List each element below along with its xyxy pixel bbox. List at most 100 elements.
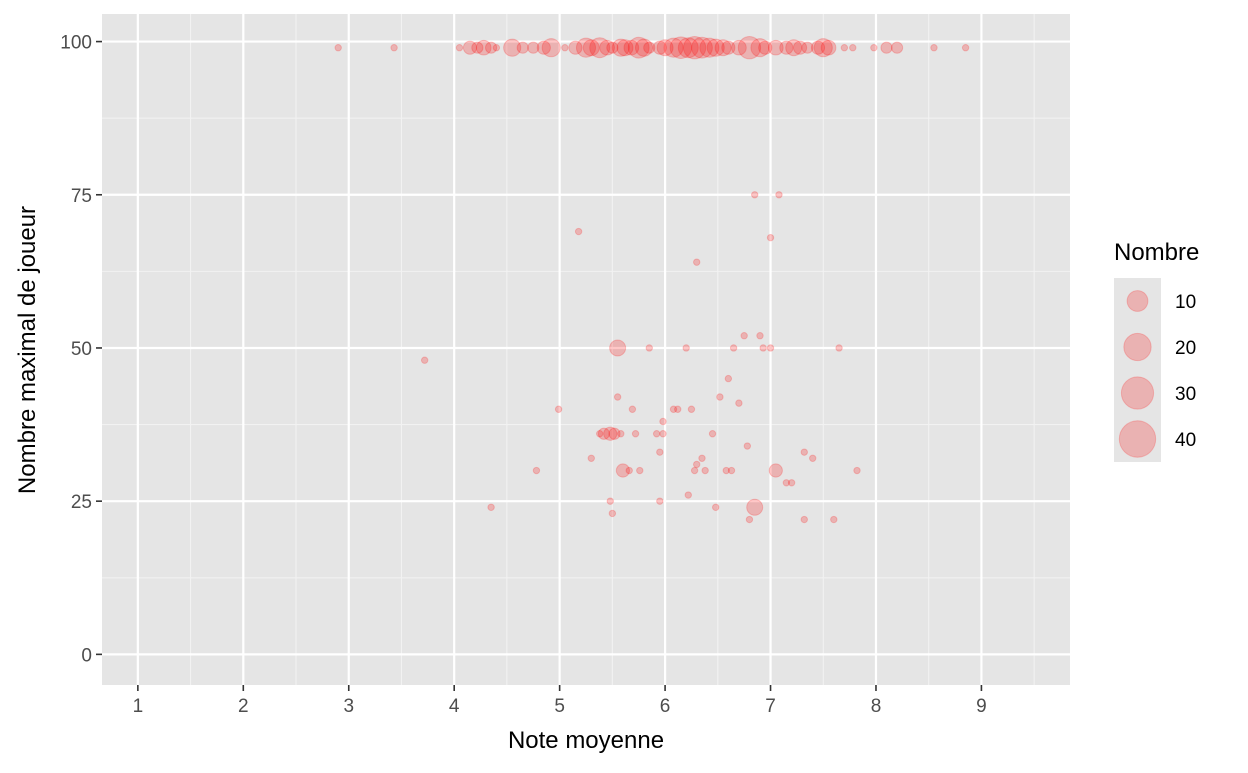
y-tick-label: 50 <box>71 339 92 360</box>
data-point <box>532 466 541 475</box>
data-point <box>541 38 561 58</box>
data-point <box>743 442 752 450</box>
data-point <box>334 44 342 52</box>
data-point <box>701 466 709 475</box>
legend-key-circle <box>1126 290 1149 312</box>
x-tick-label: 5 <box>554 696 565 717</box>
data-point <box>693 460 701 469</box>
data-point <box>656 448 664 456</box>
data-point <box>766 233 775 242</box>
data-point <box>768 463 783 478</box>
data-point <box>693 258 701 266</box>
data-point <box>652 430 661 438</box>
major-gridlines <box>102 14 1070 685</box>
data-point <box>810 40 826 55</box>
data-point <box>687 405 696 413</box>
data-point <box>800 448 808 456</box>
data-point <box>596 430 604 438</box>
data-point <box>890 41 904 54</box>
data-point <box>589 37 611 59</box>
data-point <box>516 41 529 54</box>
data-point <box>663 37 684 58</box>
data-point <box>611 38 630 57</box>
data-point <box>930 44 938 52</box>
data-point <box>554 405 563 413</box>
data-point <box>575 37 597 58</box>
data-point <box>669 36 693 59</box>
data-point <box>690 466 699 475</box>
data-point <box>691 36 713 59</box>
data-point <box>390 44 398 52</box>
legend-label: 20 <box>1175 338 1196 359</box>
x-tick-label: 4 <box>449 696 460 717</box>
data-point <box>779 40 794 55</box>
data-point <box>625 466 633 475</box>
data-point <box>608 509 617 518</box>
minor-gridlines <box>102 14 1070 685</box>
data-point <box>682 344 690 352</box>
data-point <box>636 466 644 475</box>
y-axis-title: Nombre maximal de joueur <box>14 206 41 494</box>
x-tick-label: 6 <box>660 696 671 717</box>
data-point <box>603 426 618 441</box>
data-point <box>627 36 650 59</box>
data-point <box>775 191 783 199</box>
data-point <box>659 417 667 426</box>
data-point <box>722 466 730 475</box>
data-point <box>737 36 762 60</box>
data-point <box>727 466 736 475</box>
legend-key-circle <box>1118 420 1157 458</box>
data-point <box>706 38 725 57</box>
data-point <box>527 41 540 54</box>
data-point <box>840 44 849 52</box>
data-point <box>599 39 615 56</box>
data-point <box>714 39 732 57</box>
data-point <box>608 427 621 440</box>
x-tick-label: 9 <box>976 696 987 717</box>
data-point <box>487 503 495 511</box>
legend-label: 30 <box>1175 384 1196 405</box>
data-point <box>568 40 583 55</box>
data-point <box>656 39 674 57</box>
data-point <box>643 41 656 54</box>
data-point <box>729 344 738 352</box>
legend-label: 40 <box>1175 430 1196 451</box>
legend-title: Nombre <box>1114 239 1199 266</box>
data-point <box>674 405 682 413</box>
data-point <box>606 497 614 505</box>
data-point <box>800 515 808 524</box>
data-point <box>634 38 654 57</box>
x-axis: 1 2 3 4 5 6 7 8 9 <box>133 685 987 717</box>
x-tick-label: 3 <box>343 696 354 717</box>
data-point <box>758 40 773 55</box>
data-point <box>574 227 583 236</box>
data-point <box>615 463 631 478</box>
data-point <box>606 41 619 54</box>
y-tick-label: 100 <box>60 33 92 54</box>
legend-label: 10 <box>1175 292 1196 313</box>
data-point <box>801 41 814 54</box>
data-point <box>652 40 667 55</box>
data-point <box>782 479 791 487</box>
data-point <box>582 39 600 57</box>
data-point <box>731 39 747 56</box>
data-point <box>561 44 569 52</box>
data-point <box>659 430 667 438</box>
data-point <box>759 344 767 352</box>
data-point <box>756 332 764 340</box>
x-tick-label: 7 <box>765 696 776 717</box>
legend-key-circle <box>1120 376 1155 410</box>
legend-key-background <box>1114 278 1161 462</box>
data-point <box>853 466 861 475</box>
data-point <box>656 497 664 505</box>
data-point <box>711 503 720 511</box>
data-point <box>684 491 692 499</box>
y-tick-label: 0 <box>81 645 92 666</box>
x-tick-label: 8 <box>871 696 882 717</box>
legend-key-circle <box>1123 332 1152 362</box>
data-point <box>716 393 724 401</box>
data-point <box>820 39 837 56</box>
data-point <box>628 405 637 413</box>
